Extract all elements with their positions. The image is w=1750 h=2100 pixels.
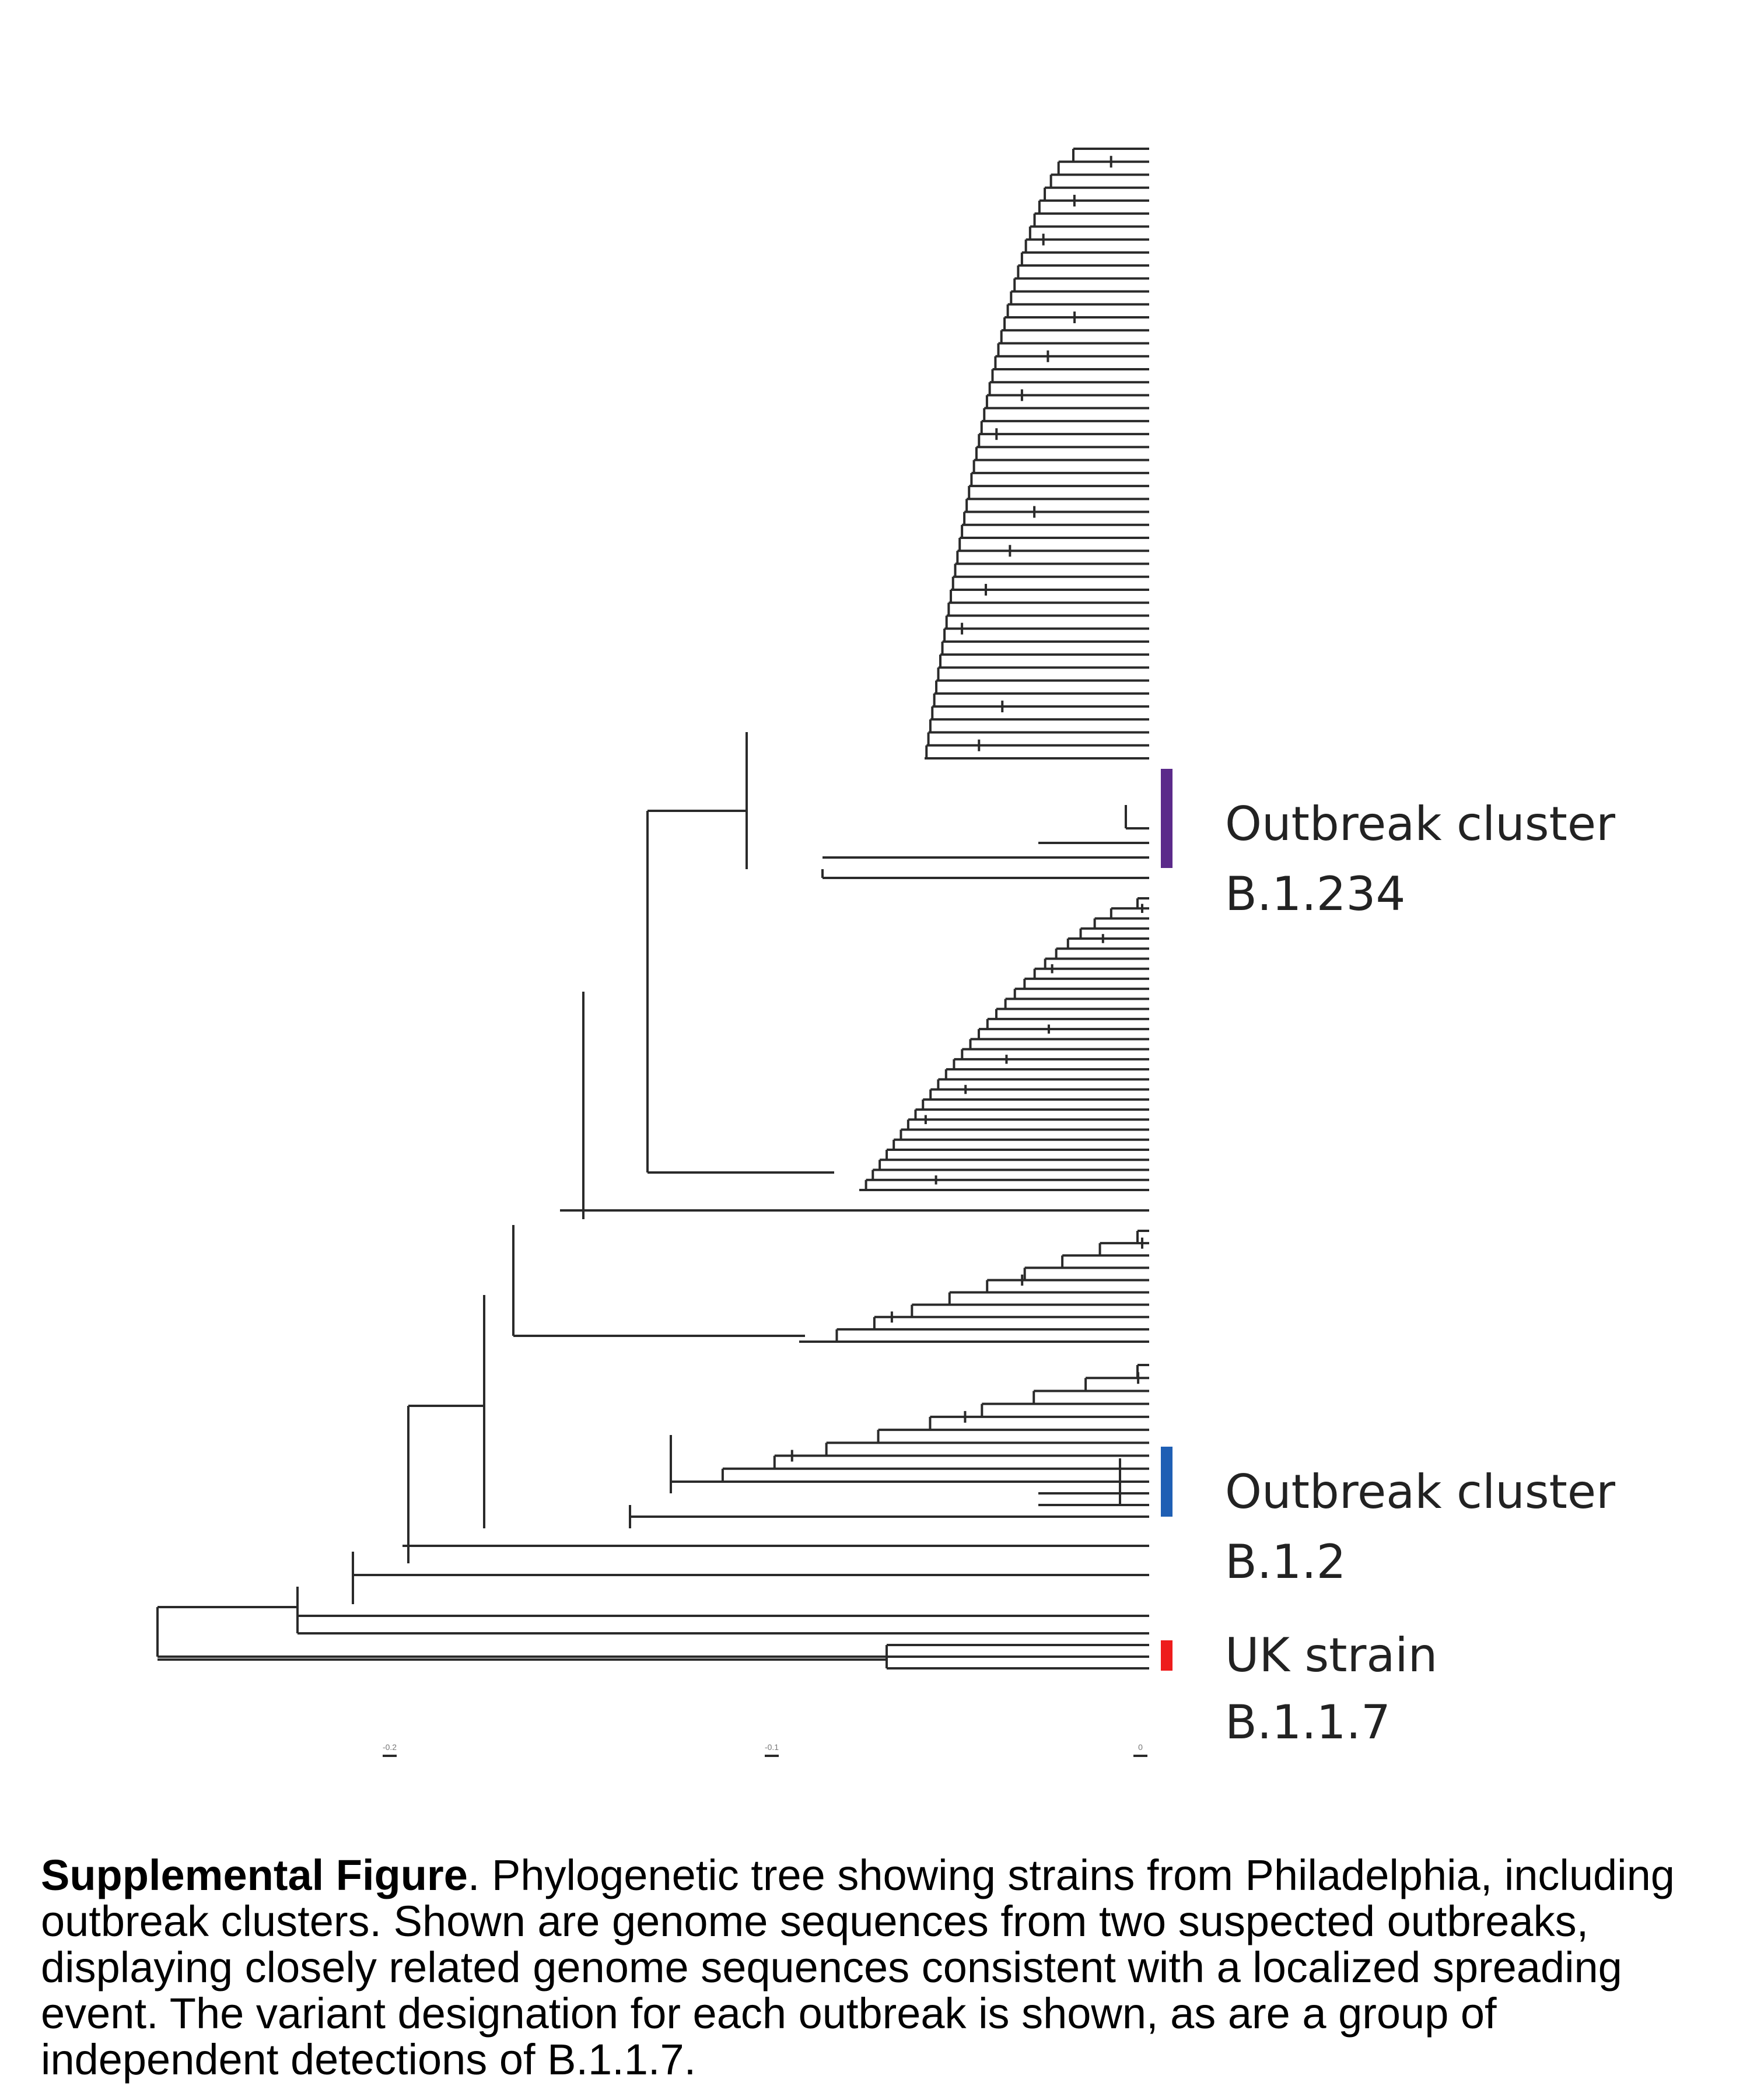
cluster-label-b1234-lineage: B.1.234 [1225,867,1405,921]
phylogenetic-tree-figure: Outbreak cluster B.1.234 Outbreak cluste… [156,148,1615,1757]
cluster-label-b117-lineage: B.1.1.7 [1225,1695,1391,1749]
scale-tick-1: -0.2 [383,1742,397,1752]
scale-tick-3: 0 [1138,1742,1143,1752]
cluster-bar-b1234 [1161,769,1172,868]
cluster-label-b12-name: Outbreak cluster [1225,1465,1615,1519]
scale-tick-2: -0.1 [765,1742,779,1752]
cluster-label-b12-lineage: B.1.2 [1225,1535,1346,1589]
caption-title: Supplemental Figure [41,1851,468,1899]
figure-caption: Supplemental Figure. Phylogenetic tree s… [41,1852,1721,2082]
cluster-bar-b117 [1161,1640,1172,1671]
cluster-label-b117-name: UK strain [1225,1628,1437,1682]
phylogenetic-tree [156,148,1149,1757]
cluster-bar-b12 [1161,1447,1172,1517]
caption-text: . Phylogenetic tree showing strains from… [41,1851,1675,2084]
cluster-label-b1234-name: Outbreak cluster [1225,797,1615,851]
